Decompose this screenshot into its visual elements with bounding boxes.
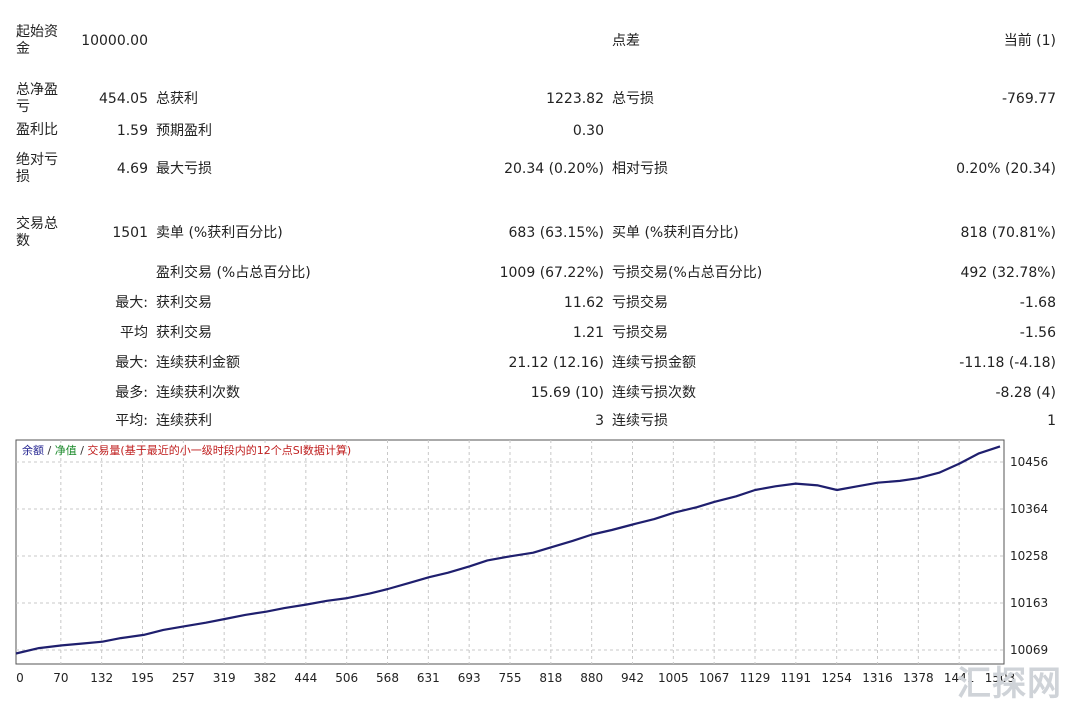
row-value-3: -1.56 — [800, 324, 1056, 342]
row-label-2: 盈利交易 (%占总百分比) — [156, 264, 311, 282]
y-tick-label: 10364 — [1010, 502, 1048, 516]
row-value-3: -8.28 (4) — [800, 384, 1056, 402]
row-value-2: 1.21 — [400, 324, 604, 342]
x-tick-label: 693 — [458, 671, 481, 685]
legend-volume: 交易量 — [87, 443, 120, 457]
row-label-2: 卖单 (%获利百分比) — [156, 224, 283, 242]
row-label-3: 亏损交易 — [612, 324, 668, 342]
row-value-2: 15.69 (10) — [400, 384, 604, 402]
row-value-3: -769.77 — [800, 90, 1056, 108]
row-value-3: 1 — [800, 412, 1056, 430]
row-label-2: 获利交易 — [156, 294, 212, 312]
row-value-2: 21.12 (12.16) — [400, 354, 604, 372]
x-tick-label: 1191 — [781, 671, 812, 685]
chart-legend: 余额 / 净值 / 交易量(基于最近的小一级时段内的12个点SI数据计算) — [22, 443, 351, 457]
row-label-2: 连续获利次数 — [156, 384, 240, 402]
row-value: 1501 — [60, 224, 148, 242]
row-value: 最多: — [60, 384, 148, 402]
row-value-2: 0.30 — [400, 122, 604, 140]
y-tick-label: 10258 — [1010, 549, 1048, 563]
row-value: 平均: — [60, 412, 148, 430]
y-tick-label: 10163 — [1010, 596, 1048, 610]
row-label-3: 亏损交易(%占总百分比) — [612, 264, 762, 282]
row-label: 总净盈 亏 — [16, 82, 58, 116]
x-tick-label: 631 — [417, 671, 440, 685]
y-tick-label: 10456 — [1010, 455, 1048, 469]
x-tick-label: 382 — [254, 671, 277, 685]
row-value-2: 3 — [400, 412, 604, 430]
legend-note: (基于最近的小一级时段内的12个点SI数据计算) — [120, 443, 351, 457]
x-tick-label: 818 — [539, 671, 562, 685]
row-value-3: 0.20% (20.34) — [800, 160, 1056, 178]
row-value: 1.59 — [60, 122, 148, 140]
row-label-3: 点差 — [612, 32, 640, 50]
balance-chart-svg: 0 70 132 195 257 319 382 444 506 568 631 693 755 818 8… — [14, 438, 1066, 686]
row-value-2: 1223.82 — [400, 90, 604, 108]
row-value-3: 当前 (1) — [800, 32, 1056, 50]
row-value-2: 20.34 (0.20%) — [400, 160, 604, 178]
row-label-3: 连续亏损 — [612, 412, 668, 430]
watermark-logo: 汇探网 — [957, 656, 1062, 705]
row-label-2: 最大亏损 — [156, 160, 212, 178]
row-label-3: 总亏损 — [612, 90, 654, 108]
row-value: 454.05 — [60, 90, 148, 108]
x-tick-label: 1005 — [658, 671, 689, 685]
x-tick-label: 319 — [213, 671, 236, 685]
x-tick-label: 1067 — [699, 671, 730, 685]
row-label-2: 预期盈利 — [156, 122, 212, 140]
row-value-3: -11.18 (-4.18) — [800, 354, 1056, 372]
row-label-3: 连续亏损次数 — [612, 384, 696, 402]
row-label-2: 连续获利金额 — [156, 354, 240, 372]
x-tick-label: 1378 — [903, 671, 934, 685]
x-tick-label: 444 — [294, 671, 317, 685]
x-tick-label: 257 — [172, 671, 195, 685]
row-value-2: 683 (63.15%) — [400, 224, 604, 242]
x-tick-label: 880 — [580, 671, 603, 685]
x-tick-label: 942 — [621, 671, 644, 685]
row-value: 最大: — [60, 354, 148, 372]
x-tick-label: 70 — [53, 671, 68, 685]
row-label-2: 获利交易 — [156, 324, 212, 342]
x-tick-label: 132 — [90, 671, 113, 685]
row-label: 交易总 数 — [16, 216, 58, 250]
row-value: 平均 — [60, 324, 148, 342]
row-label-3: 买单 (%获利百分比) — [612, 224, 739, 242]
x-tick-label: 195 — [131, 671, 154, 685]
row-value-3: 492 (32.78%) — [800, 264, 1056, 282]
x-tick-label: 1316 — [862, 671, 893, 685]
legend-sep: / — [77, 444, 88, 457]
row-value: 10000.00 — [60, 32, 148, 50]
row-label: 绝对亏 损 — [16, 152, 58, 186]
row-label: 盈利比 — [16, 122, 58, 139]
row-label-3: 连续亏损金额 — [612, 354, 696, 372]
row-value-2: 1009 (67.22%) — [400, 264, 604, 282]
row-value: 4.69 — [60, 160, 148, 178]
legend-sep: / — [44, 444, 55, 457]
x-tick-label: 0 — [16, 671, 24, 685]
row-value-3: 818 (70.81%) — [800, 224, 1056, 242]
y-tick-label: 10069 — [1010, 643, 1048, 657]
row-label: 起始资 金 — [16, 24, 58, 58]
row-label-2: 总获利 — [156, 90, 198, 108]
x-tick-label: 568 — [376, 671, 399, 685]
row-value-2: 11.62 — [400, 294, 604, 312]
row-label-3: 相对亏损 — [612, 160, 668, 178]
legend-balance: 余额 — [22, 443, 44, 457]
row-value: 最大: — [60, 294, 148, 312]
row-label-3: 亏损交易 — [612, 294, 668, 312]
balance-chart: 0 70 132 195 257 319 382 444 506 568 631 693 755 818 8… — [14, 438, 1066, 686]
row-label-2: 连续获利 — [156, 412, 212, 430]
x-tick-label: 1254 — [821, 671, 852, 685]
x-tick-label: 755 — [499, 671, 522, 685]
legend-equity: 净值 — [55, 443, 77, 457]
x-tick-label: 1129 — [740, 671, 771, 685]
x-tick-label: 506 — [335, 671, 358, 685]
row-value-3: -1.68 — [800, 294, 1056, 312]
